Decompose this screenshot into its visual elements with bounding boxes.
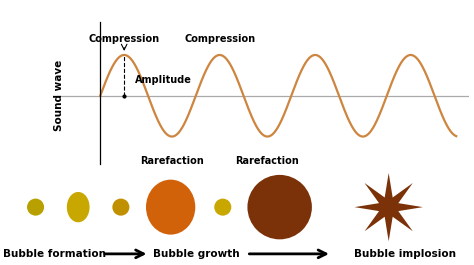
- Text: Sound wave: Sound wave: [54, 60, 64, 131]
- Ellipse shape: [214, 198, 231, 216]
- Text: Rarefaction: Rarefaction: [236, 156, 299, 166]
- Ellipse shape: [112, 198, 129, 216]
- Ellipse shape: [146, 180, 195, 235]
- Ellipse shape: [27, 198, 44, 216]
- Ellipse shape: [67, 192, 90, 222]
- Text: Amplitude: Amplitude: [135, 75, 192, 85]
- Text: Bubble growth: Bubble growth: [154, 249, 240, 259]
- Text: Bubble formation: Bubble formation: [3, 249, 106, 259]
- Text: Compression: Compression: [89, 34, 160, 44]
- Polygon shape: [355, 173, 423, 241]
- Text: Rarefaction: Rarefaction: [140, 156, 204, 166]
- Ellipse shape: [247, 175, 312, 239]
- Text: Compression: Compression: [184, 34, 255, 44]
- Text: Bubble implosion: Bubble implosion: [354, 249, 456, 259]
